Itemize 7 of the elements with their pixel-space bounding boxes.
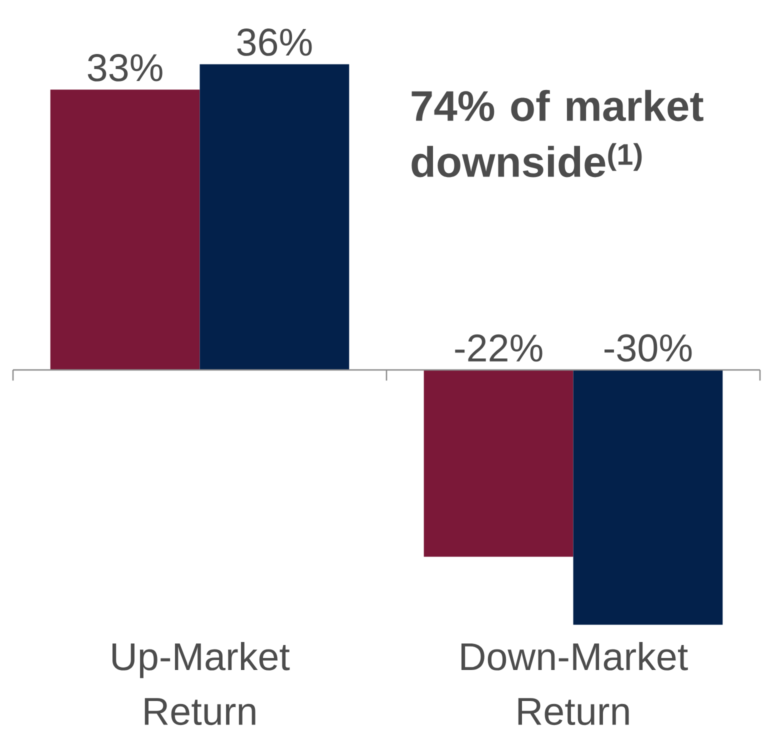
x-tick-label: Up-Market Return	[112, 642, 290, 726]
data-label: -22%	[455, 334, 542, 362]
data-label: 33%	[88, 54, 162, 82]
data-label: 36%	[237, 28, 312, 56]
annotation: 74% of market downside$^{(1)}$	[412, 90, 704, 178]
data-label: -30%	[604, 334, 692, 362]
x-tick-label: Down-Market Return	[461, 642, 688, 726]
